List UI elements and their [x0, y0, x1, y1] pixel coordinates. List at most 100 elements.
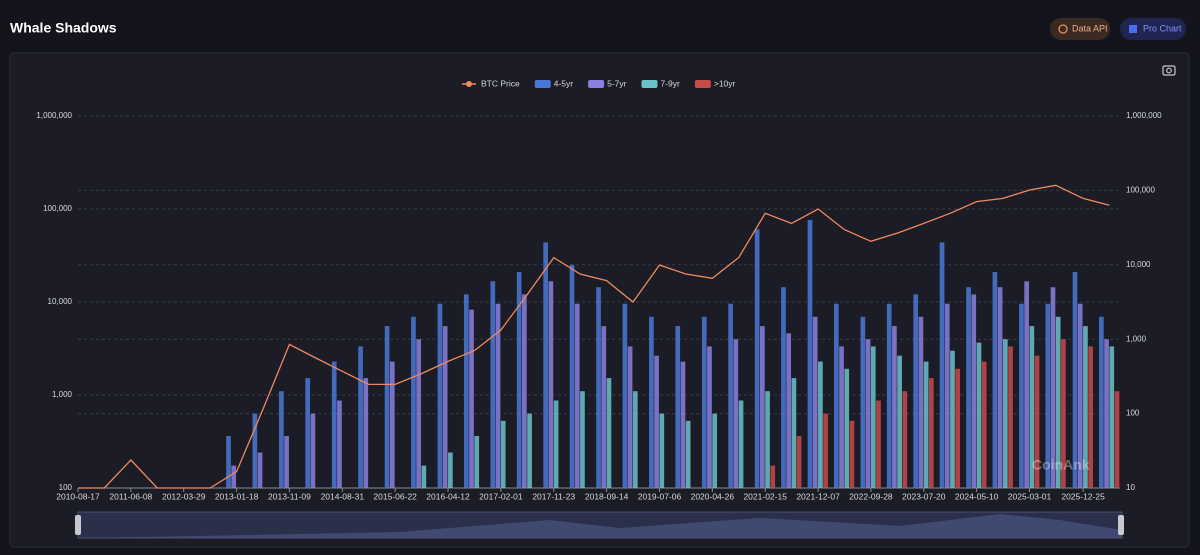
- pro-chart-label[interactable]: Pro Chart: [1143, 23, 1182, 33]
- bar: [337, 400, 342, 488]
- data-api-label[interactable]: Data API: [1072, 23, 1108, 33]
- bar: [649, 316, 654, 488]
- bar: [632, 391, 638, 488]
- bar: [791, 378, 797, 488]
- x-tick-label: 2016-04-12: [426, 491, 470, 501]
- bar: [918, 316, 924, 488]
- bar: [950, 350, 955, 488]
- bar: [1045, 303, 1051, 488]
- bar: [627, 346, 633, 488]
- bar: [548, 281, 554, 488]
- bar: [839, 346, 844, 488]
- bar: [1077, 303, 1083, 488]
- y2-tick-label: 100: [1126, 409, 1140, 418]
- bar: [437, 303, 443, 488]
- x-tick-label: 2011-06-08: [109, 491, 152, 501]
- bar: [928, 378, 934, 488]
- x-tick-label: 2019-07-06: [638, 491, 682, 501]
- bar: [358, 346, 363, 488]
- watermark: CoinAnk: [1032, 457, 1090, 473]
- bar: [707, 346, 712, 488]
- bar: [654, 355, 659, 488]
- camera-icon[interactable]: [1162, 65, 1176, 76]
- bar: [448, 452, 453, 488]
- x-tick-label: 2024-05-10: [955, 491, 999, 501]
- bar: [754, 229, 760, 488]
- legend-swatch: [534, 80, 551, 88]
- bar: [892, 326, 897, 488]
- y-tick-label: 1,000,000: [36, 111, 72, 120]
- x-tick-label: 2015-06-22: [373, 491, 417, 501]
- bar: [416, 339, 421, 488]
- x-tick-label: 2017-02-01: [479, 491, 523, 501]
- legend-swatch: [641, 80, 658, 88]
- bar: [807, 220, 813, 489]
- bar: [1019, 303, 1024, 488]
- bar: [976, 342, 982, 488]
- legend-label: >10yr: [714, 78, 736, 88]
- bar: [1088, 346, 1093, 488]
- y-tick-label: 10,000: [48, 297, 73, 306]
- bar: [765, 391, 770, 488]
- y-tick-label: 100: [59, 483, 73, 492]
- legend-label: 4-5yr: [554, 78, 574, 88]
- bar: [305, 378, 311, 488]
- bar: [1083, 326, 1088, 488]
- bar: [421, 465, 427, 488]
- bar: [331, 361, 337, 488]
- bar: [226, 435, 231, 488]
- bar: [981, 361, 987, 488]
- x-tick-label: 2013-01-18: [215, 491, 259, 501]
- zoom-handle-right[interactable]: [1118, 515, 1124, 535]
- data-api-button[interactable]: [1050, 18, 1110, 40]
- legend-swatch-dot: [466, 81, 472, 87]
- bar: [606, 378, 612, 488]
- pro-chart-button[interactable]: [1120, 18, 1186, 40]
- bar: [1034, 355, 1040, 488]
- y2-tick-label: 10,000: [1126, 260, 1151, 269]
- bar: [596, 287, 601, 488]
- data-api-icon: [1058, 24, 1068, 34]
- y2-tick-label: 1,000,000: [1126, 111, 1162, 120]
- bar: [363, 378, 369, 488]
- x-tick-label: 2023-07-20: [902, 491, 946, 501]
- bar: [1104, 339, 1109, 488]
- bar: [759, 326, 765, 488]
- bar: [1114, 391, 1120, 488]
- bar: [543, 242, 549, 488]
- x-tick-label: 2025-12-25: [1061, 491, 1105, 501]
- bar: [527, 413, 532, 488]
- y2-tick-label: 1,000: [1126, 334, 1147, 343]
- bar: [728, 303, 733, 488]
- price-line: [78, 184, 1110, 489]
- bar: [1072, 272, 1078, 488]
- bar: [966, 287, 971, 488]
- bar: [865, 339, 871, 488]
- bar: [939, 242, 945, 488]
- bar: [257, 452, 263, 488]
- bar: [490, 281, 496, 488]
- bar: [1002, 339, 1008, 488]
- bar: [680, 361, 686, 488]
- bar: [516, 272, 522, 488]
- bar: [781, 287, 786, 488]
- bar: [622, 303, 628, 488]
- bar: [786, 333, 792, 488]
- bar: [860, 316, 866, 488]
- bar: [738, 400, 744, 488]
- zoom-preview: [78, 514, 1122, 538]
- legend-label: 7-9yr: [660, 78, 680, 88]
- bar: [770, 465, 776, 488]
- bar: [812, 316, 818, 488]
- zoom-handle-left[interactable]: [75, 515, 81, 535]
- bar: [675, 326, 681, 488]
- bar: [971, 294, 977, 488]
- bar: [955, 368, 961, 488]
- page-title: Whale Shadows: [10, 20, 117, 36]
- bar: [1055, 316, 1061, 488]
- x-tick-label: 2021-02-15: [743, 491, 787, 501]
- legend-label: BTC Price: [481, 78, 520, 88]
- bar: [574, 303, 580, 488]
- bar: [469, 309, 474, 488]
